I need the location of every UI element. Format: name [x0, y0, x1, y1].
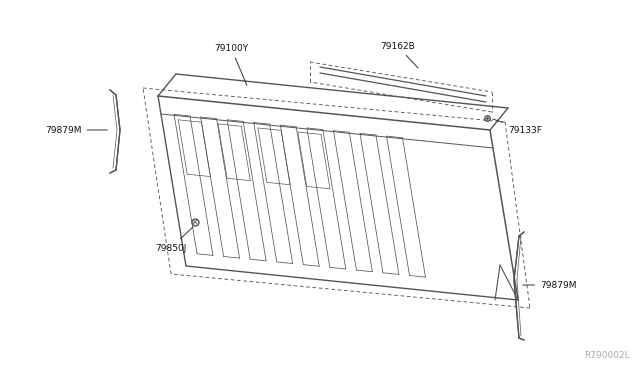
- Text: 79850J: 79850J: [155, 227, 193, 253]
- Text: R790002L: R790002L: [584, 351, 630, 360]
- Text: 79162B: 79162B: [380, 42, 418, 68]
- Text: 79133F: 79133F: [493, 119, 542, 135]
- Text: 79879M: 79879M: [523, 280, 577, 289]
- Text: 79879M: 79879M: [45, 125, 108, 135]
- Text: 79100Y: 79100Y: [214, 44, 248, 86]
